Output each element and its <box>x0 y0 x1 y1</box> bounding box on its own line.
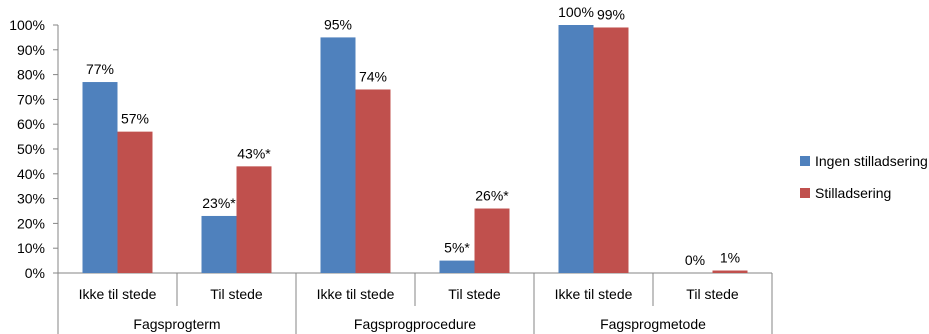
data-label: 74% <box>359 68 387 84</box>
bar-stilladsering <box>712 270 748 273</box>
bar-ingen-stilladsering <box>82 82 118 273</box>
x-category-label: Til stede <box>448 286 501 302</box>
legend: Ingen stilladsering Stilladsering <box>800 150 928 214</box>
y-tick-label: 70% <box>17 91 45 107</box>
y-tick-label: 80% <box>17 67 45 83</box>
data-label: 95% <box>324 16 352 32</box>
data-label: 77% <box>86 61 114 77</box>
x-category-label: Ikke til stede <box>79 286 157 302</box>
x-category-label: Til stede <box>686 286 739 302</box>
data-label: 26%* <box>475 188 509 204</box>
x-group-label: Fagsprogprocedure <box>354 316 476 332</box>
bar-stilladsering <box>117 131 153 273</box>
data-label: 0% <box>685 252 705 268</box>
bar-stilladsering <box>593 27 629 274</box>
y-tick-label: 0% <box>25 265 45 281</box>
bar-ingen-stilladsering <box>320 37 356 274</box>
y-tick-label: 50% <box>17 141 45 157</box>
y-tick-label: 10% <box>17 240 45 256</box>
data-label: 23%* <box>202 195 236 211</box>
legend-swatch-blue <box>800 156 810 166</box>
data-label: 100% <box>558 4 594 20</box>
legend-label-ingen-stilladsering: Ingen stilladsering <box>815 153 928 169</box>
bar-ingen-stilladsering <box>439 260 475 273</box>
legend-item-ingen-stilladsering: Ingen stilladsering <box>800 150 928 172</box>
y-tick-label: 100% <box>9 17 45 33</box>
legend-label-stilladsering: Stilladsering <box>815 185 892 201</box>
x-group-label: Fagsprogterm <box>133 316 220 332</box>
y-tick-label: 40% <box>17 166 45 182</box>
x-category-label: Til stede <box>210 286 263 302</box>
y-tick-label: 60% <box>17 116 45 132</box>
bar-stilladsering <box>474 208 510 273</box>
bar-ingen-stilladsering <box>558 25 594 273</box>
x-category-label: Ikke til stede <box>555 286 633 302</box>
data-label: 43%* <box>237 145 271 161</box>
bar-stilladsering <box>236 166 272 273</box>
data-label: 5%* <box>444 240 470 256</box>
data-label: 57% <box>121 111 149 127</box>
bar-ingen-stilladsering <box>201 215 237 273</box>
bar-stilladsering <box>355 89 391 273</box>
legend-swatch-red <box>800 188 810 198</box>
y-tick-label: 90% <box>17 42 45 58</box>
data-label: 99% <box>597 6 625 22</box>
x-group-label: Fagsprogmetode <box>600 316 706 332</box>
legend-item-stilladsering: Stilladsering <box>800 182 928 204</box>
y-tick-label: 30% <box>17 191 45 207</box>
data-label: 1% <box>720 250 740 266</box>
y-tick-label: 20% <box>17 215 45 231</box>
x-category-label: Ikke til stede <box>317 286 395 302</box>
